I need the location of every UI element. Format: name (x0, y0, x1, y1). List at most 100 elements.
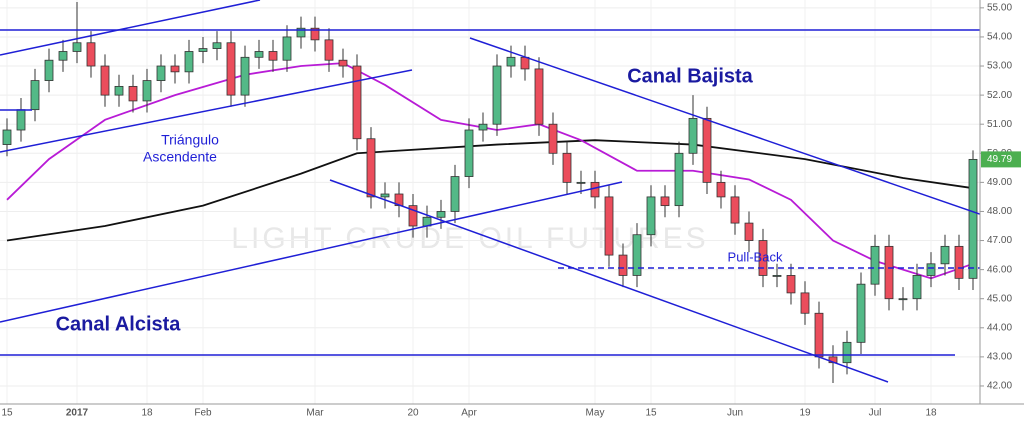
y-tick-label: 55.00 (987, 2, 1012, 13)
candle-body (2, 129, 12, 145)
x-tick-label: Jul (869, 408, 882, 419)
candle-body (184, 51, 194, 73)
candle-body (646, 196, 656, 236)
annotation: Canal Alcista (56, 313, 182, 335)
candle-body (240, 56, 250, 96)
x-tick-label: Jun (727, 408, 743, 419)
candle-body (100, 65, 110, 96)
candle-body (366, 138, 376, 198)
candles (2, 2, 978, 384)
trend-line (469, 37, 1021, 229)
candle-body (842, 341, 852, 364)
candle-body (884, 245, 894, 300)
y-tick-label: 47.00 (987, 235, 1012, 246)
candle-body (870, 245, 880, 285)
candle-body (226, 42, 236, 96)
y-tick-label: 42.00 (987, 381, 1012, 392)
candle-body (198, 48, 208, 52)
candle-body (898, 298, 908, 301)
y-tick-label: 48.00 (987, 206, 1012, 217)
candle-body (324, 39, 334, 61)
candle-body (212, 42, 222, 49)
candle-body (744, 222, 754, 241)
y-tick-label: 49.00 (987, 177, 1012, 188)
candle-body (16, 109, 26, 131)
candle-body (72, 42, 82, 52)
candle-body (436, 211, 446, 218)
x-tick-label: Apr (461, 408, 477, 419)
y-tick-label: 43.00 (987, 352, 1012, 363)
candle-body (730, 196, 740, 224)
x-tick-label: May (586, 408, 605, 419)
candle-body (954, 245, 964, 279)
candle-body (310, 27, 320, 41)
x-tick-label: 2017 (66, 408, 89, 419)
candle-body (506, 56, 516, 67)
candle-body (464, 129, 474, 177)
annotation: Ascendente (143, 149, 217, 165)
annotation: Canal Bajista (627, 65, 753, 87)
x-tick-label: 20 (407, 408, 419, 419)
candle-body (800, 292, 810, 314)
annotation: Pull-Back (728, 249, 783, 264)
last-price-box (981, 151, 1021, 168)
candle-body (632, 234, 642, 276)
candle-body (912, 275, 922, 300)
candle-body (142, 80, 152, 102)
candle-body (590, 181, 600, 198)
x-tick-label: 18 (141, 408, 153, 419)
candle-body (576, 181, 586, 184)
x-tick-label: 19 (799, 408, 811, 419)
y-tick-label: 51.00 (987, 119, 1012, 130)
axes: 42.00 43.00 44.00 45.00 46.00 47.00 48.00 49.00… (1, 2, 1021, 419)
candle-body (254, 51, 264, 58)
candle-body (856, 283, 866, 343)
candle-body (156, 65, 166, 81)
candle-body (170, 65, 180, 73)
y-tick-label: 53.00 (987, 61, 1012, 72)
candle-body (758, 240, 768, 276)
candle-body (338, 59, 348, 67)
candle-body (926, 263, 936, 276)
candle-body (408, 205, 418, 227)
candle-body (380, 193, 390, 198)
grid (0, 0, 980, 404)
candle-body (716, 181, 726, 198)
x-tick-label: 18 (925, 408, 937, 419)
candle-body (688, 117, 698, 154)
candle-body (562, 152, 572, 183)
candle-body (44, 59, 54, 81)
candle-body (282, 36, 292, 61)
trend-line (0, 0, 261, 56)
candle-body (702, 117, 712, 183)
candle-body (30, 80, 40, 111)
last-price-label: 49.79 (987, 154, 1012, 165)
candle-body (128, 85, 138, 102)
x-tick-label: 15 (645, 408, 657, 419)
moving-average (6, 62, 974, 280)
candle-body (58, 51, 68, 61)
candle-body (674, 152, 684, 207)
candle-body (534, 68, 544, 125)
candle-body (520, 56, 530, 70)
x-tick-label: Mar (306, 408, 324, 419)
candle-body (968, 158, 978, 279)
candle-body (114, 85, 124, 96)
candle-body (548, 123, 558, 154)
y-tick-label: 46.00 (987, 264, 1012, 275)
candle-body (86, 42, 96, 67)
y-tick-label: 52.00 (987, 90, 1012, 101)
axis-panel (980, 0, 1024, 420)
candle-body (940, 245, 950, 265)
drawings (0, 0, 1021, 383)
candle-body (660, 196, 670, 207)
candle-body (296, 27, 306, 38)
candle-body (268, 51, 278, 61)
trend-line (0, 69, 413, 153)
trend-line (0, 181, 623, 323)
candle-body (618, 254, 628, 276)
candle-body (814, 312, 824, 358)
y-tick-label: 54.00 (987, 32, 1012, 43)
x-tick-label: Feb (194, 408, 212, 419)
candle-body (450, 176, 460, 212)
